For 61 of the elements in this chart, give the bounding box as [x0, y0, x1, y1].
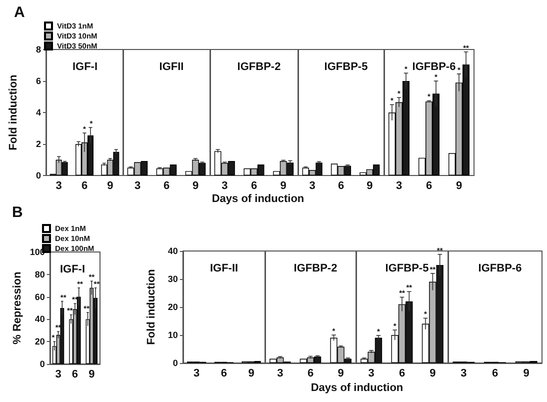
text: IGFBP-2 — [294, 262, 338, 274]
y-tick-label: 40 — [168, 246, 178, 256]
y-tick-label: 6 — [36, 76, 41, 86]
x-tick-label: 9 — [456, 180, 462, 192]
y-tick-label: 2 — [36, 139, 41, 149]
y-tick-label: 0 — [40, 359, 45, 369]
x-tick-label: 6 — [426, 180, 432, 192]
y-axis-title: Fold induction — [146, 268, 158, 345]
text: IGFBP-6 — [412, 61, 456, 73]
y-tick-label: 10 — [168, 330, 178, 340]
x-tick-label: 6 — [220, 368, 228, 380]
text: B — [12, 204, 23, 221]
x-tick-label: 3 — [222, 180, 228, 192]
text: IGFBP-5 — [324, 61, 368, 73]
text: IGF-II — [210, 262, 238, 274]
y-axis-title: % Repression — [11, 271, 24, 344]
x-tick-label: 3 — [277, 368, 284, 380]
x-tick-label: 3 — [194, 368, 200, 380]
x-tick-label: 9 — [280, 180, 286, 192]
x-axis-title: Days of induction — [310, 382, 404, 394]
x-tick-label: 3 — [309, 180, 316, 192]
x-tick-label: 9 — [523, 368, 530, 380]
x-tick-label: 9 — [430, 368, 436, 380]
x-tick-label: 3 — [460, 368, 467, 380]
x-tick-label: 3 — [134, 180, 141, 192]
text: A — [14, 4, 25, 21]
x-tick-label: 6 — [81, 180, 88, 192]
x-axis-title: Days of induction — [212, 193, 304, 205]
y-tick-label: 80 — [34, 269, 45, 280]
x-tick-label: 6 — [307, 368, 314, 380]
text: IGFBP-5 — [385, 262, 429, 274]
x-tick-label: 9 — [88, 368, 95, 380]
y-tick-label: 40 — [34, 314, 45, 324]
y-tick-label: 20 — [34, 336, 45, 347]
x-tick-label: 9 — [192, 180, 199, 192]
x-tick-label: 3 — [56, 180, 62, 192]
x-tick-label: 3 — [368, 368, 374, 380]
y-tick-label: 60 — [34, 292, 45, 302]
x-tick-label: 9 — [338, 368, 344, 380]
y-axis-title: Fold induction — [8, 74, 20, 150]
text: IGFBP-6 — [478, 262, 522, 274]
x-tick-label: 3 — [55, 368, 62, 380]
x-tick-label: 9 — [366, 180, 373, 192]
x-tick-label: 3 — [396, 180, 402, 192]
y-tick-label: 20 — [168, 302, 178, 312]
x-tick-label: 6 — [398, 368, 406, 380]
x-tick-label: 6 — [72, 368, 78, 380]
x-tick-label: 6 — [338, 180, 344, 192]
text: IGF-I — [72, 61, 98, 73]
x-tick-label: 9 — [107, 180, 114, 192]
y-tick-label: 0 — [36, 170, 41, 180]
x-tick-label: 9 — [248, 368, 254, 380]
x-tick-label: 6 — [250, 180, 258, 192]
y-tick-label: 8 — [36, 44, 41, 54]
y-tick-label: 30 — [168, 274, 178, 284]
text: IGFBP-2 — [237, 61, 281, 73]
y-tick-label: 0 — [172, 358, 178, 368]
text: IGF-I — [60, 264, 86, 276]
text: IGFII — [159, 61, 184, 73]
y-tick-label: 4 — [36, 108, 41, 118]
x-tick-label: 6 — [492, 368, 498, 380]
